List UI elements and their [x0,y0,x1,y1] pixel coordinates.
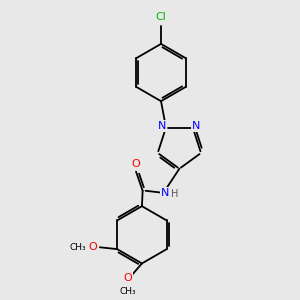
Text: N: N [192,121,201,131]
Text: H: H [171,189,178,200]
Text: O: O [132,159,140,169]
Text: CH₃: CH₃ [70,243,86,252]
Text: O: O [88,242,97,252]
Text: CH₃: CH₃ [120,287,136,296]
Text: N: N [158,121,166,131]
Text: N: N [160,188,169,198]
Text: O: O [124,273,132,283]
Text: Cl: Cl [156,13,167,22]
